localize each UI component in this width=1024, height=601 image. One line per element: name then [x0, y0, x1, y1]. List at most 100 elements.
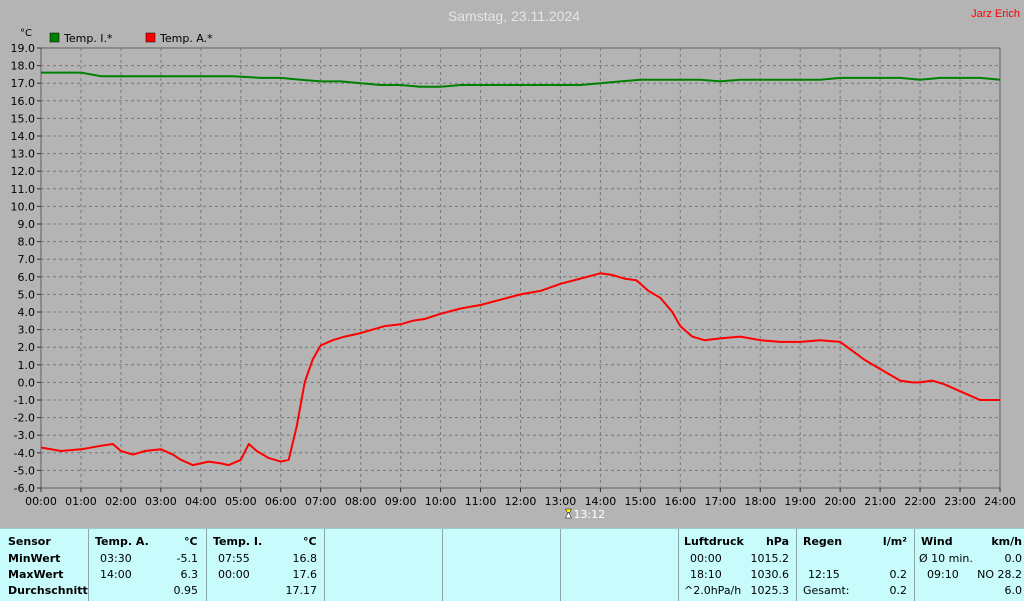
x-tick-label: 15:00 [625, 495, 657, 508]
rain-val: 0.2 [889, 568, 908, 581]
x-tick-label: 14:00 [585, 495, 617, 508]
y-tick-label: -3.0 [14, 429, 35, 442]
temp-a-avg: 0.95 [173, 584, 199, 597]
x-tick-label: 00:00 [25, 495, 57, 508]
y-tick-label: -5.0 [14, 464, 35, 477]
temperature-chart: Samstag, 23.11.2024 Jarz Erich °C Temp. … [11, 8, 1021, 521]
x-tick-label: 04:00 [185, 495, 217, 508]
x-tick-label: 06:00 [265, 495, 297, 508]
pressure-max-val: 1030.6 [750, 568, 790, 581]
rain-total-label: Gesamt: [803, 584, 850, 597]
author-label: Jarz Erich [971, 8, 1020, 20]
x-tick-label: 11:00 [465, 495, 497, 508]
stats-panel: Sensor MinWert MaxWert Durchschnitt Temp… [0, 528, 1024, 601]
temp-a-min-val: -5.1 [176, 552, 198, 565]
rain-header: Regen [803, 535, 843, 548]
max-label: MaxWert [8, 568, 64, 581]
wind-max-time: 09:10 [927, 568, 959, 581]
temp-i-max-val: 17.6 [292, 568, 318, 581]
x-tick-label: 02:00 [105, 495, 137, 508]
x-axis: 00:00 01:00 02:00 03:00 04:00 05:00 06:00 07:00… [25, 488, 1016, 508]
pressure-unit: hPa [765, 535, 789, 548]
temp-i-min-time: 07:55 [218, 552, 250, 565]
x-tick-label: 12:00 [505, 495, 537, 508]
x-tick-label: 18:00 [744, 495, 776, 508]
x-tick-label: 03:00 [145, 495, 177, 508]
y-tick-label: 8.0 [18, 236, 36, 249]
time-marker: 13:12 [565, 508, 605, 521]
legend-swatch [49, 32, 60, 43]
sensor-label: Sensor [8, 535, 51, 548]
wind-avg-val: 0.0 [1004, 552, 1023, 565]
wind-max-val: NO 28.2 [977, 568, 1022, 581]
grid-lines [40, 47, 1001, 489]
x-tick-label: 20:00 [824, 495, 856, 508]
series-line-tempa [40, 272, 1000, 467]
temp-a-max-time: 14:00 [100, 568, 132, 581]
x-tick-label: 13:00 [545, 495, 577, 508]
y-tick-label: 4.0 [18, 306, 36, 319]
y-tick-label: 7.0 [18, 253, 36, 266]
y-tick-label: 3.0 [18, 324, 36, 337]
avg-label: Durchschnitt [8, 584, 88, 597]
legend-swatch [145, 32, 156, 43]
pressure-min-val: 1015.2 [750, 552, 790, 565]
x-tick-label: 05:00 [225, 495, 257, 508]
pressure-max-time: 18:10 [690, 568, 722, 581]
series-lines [40, 71, 1001, 467]
y-unit-label: °C [20, 28, 32, 39]
y-tick-label: -4.0 [14, 447, 35, 460]
y-tick-label: 0.0 [18, 376, 36, 389]
rain-total-val: 0.2 [889, 584, 908, 597]
legend-label: Temp. A.* [159, 32, 213, 45]
y-tick-label: 10.0 [11, 200, 36, 213]
rain-unit: l/m² [882, 535, 907, 548]
x-tick-label: 01:00 [65, 495, 97, 508]
y-tick-label: 12.0 [11, 165, 36, 178]
x-tick-label: 22:00 [904, 495, 936, 508]
min-label: MinWert [8, 552, 61, 565]
y-tick-label: 19.0 [11, 42, 36, 55]
y-tick-label: 5.0 [18, 288, 36, 301]
legend: Temp. I.* Temp. A.* [49, 32, 213, 45]
x-tick-label: 09:00 [385, 495, 417, 508]
y-tick-label: 1.0 [18, 359, 36, 372]
wind-header: Wind [921, 535, 953, 548]
series-line-tempi [41, 71, 1001, 88]
rain-time: 12:15 [808, 568, 840, 581]
pressure-min-time: 00:00 [690, 552, 722, 565]
y-tick-label: -2.0 [14, 412, 35, 425]
x-tick-label: 07:00 [305, 495, 337, 508]
temp-i-min-val: 16.8 [292, 552, 318, 565]
wind-row3-val: 6.0 [1004, 584, 1023, 597]
pressure-trend-label: ^2.0hPa/h [684, 584, 742, 597]
y-tick-label: -1.0 [14, 394, 35, 407]
wind-avg-label: Ø 10 min. [919, 552, 973, 565]
y-tick-label: 13.0 [11, 148, 36, 161]
x-tick-label: 23:00 [944, 495, 976, 508]
y-tick-label: 6.0 [18, 271, 36, 284]
x-tick-label: 17:00 [704, 495, 736, 508]
y-tick-label: 15.0 [11, 112, 36, 125]
temp-i-avg: 17.17 [285, 584, 318, 597]
y-axis: -6.0 -5.0 -4.0 -3.0 -2.0 -1.0 0.0 1.0 2.0 3.0 4.0 5… [11, 42, 41, 495]
marker-up-icon [565, 511, 572, 519]
y-tick-label: 14.0 [11, 130, 36, 143]
temp-a-header: Temp. A. [95, 535, 149, 548]
x-tick-label: 24:00 [984, 495, 1016, 508]
y-tick-label: 16.0 [11, 95, 36, 108]
wind-unit: km/h [991, 535, 1022, 548]
temp-a-min-time: 03:30 [100, 552, 132, 565]
y-tick-label: 11.0 [11, 183, 36, 196]
chart-title: Samstag, 23.11.2024 [448, 8, 580, 24]
temp-i-max-time: 00:00 [218, 568, 250, 581]
y-tick-label: 9.0 [18, 218, 36, 231]
x-tick-label: 10:00 [425, 495, 457, 508]
y-tick-label: 18.0 [11, 60, 36, 73]
x-tick-label: 16:00 [664, 495, 696, 508]
marker-label: 13:12 [573, 508, 605, 521]
legend-label: Temp. I.* [63, 32, 113, 45]
pressure-trend-val: 1025.3 [750, 584, 790, 597]
y-tick-label: 17.0 [11, 77, 36, 90]
temp-a-unit: °C [184, 535, 198, 548]
